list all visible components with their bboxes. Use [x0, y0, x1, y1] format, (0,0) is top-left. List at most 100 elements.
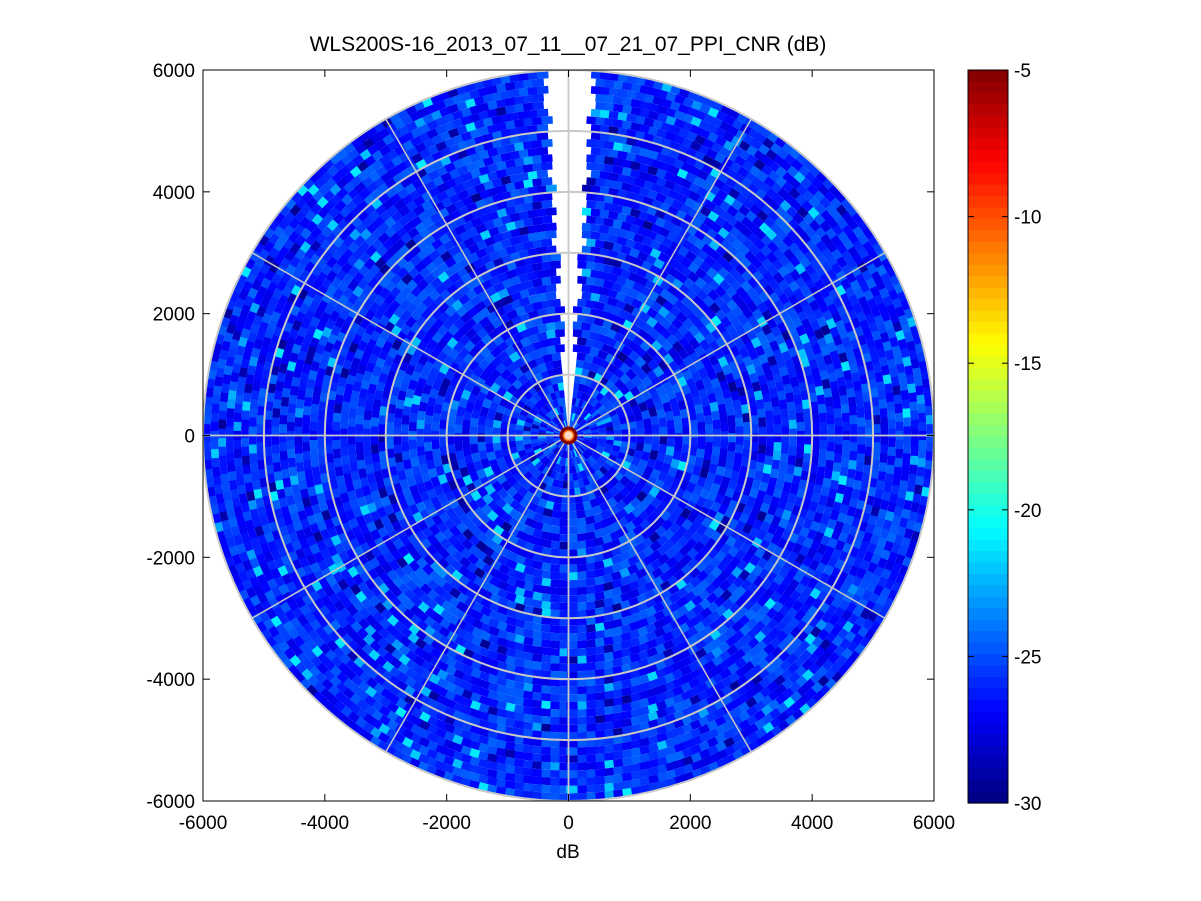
cnr-cell — [416, 445, 426, 456]
cnr-cell — [570, 442, 574, 451]
cnr-cell — [483, 465, 494, 478]
cnr-cell — [393, 443, 402, 454]
cnr-cell — [402, 458, 412, 470]
cnr-cell — [548, 647, 560, 657]
cnr-cell — [588, 407, 597, 416]
cnr-cell — [576, 617, 587, 626]
cnr-cell — [601, 412, 611, 421]
cnr-cell — [584, 393, 592, 403]
cnr-cell — [691, 371, 703, 384]
cnr-cell — [593, 653, 605, 663]
cnr-cell — [519, 408, 530, 417]
cnr-cell — [332, 429, 341, 441]
cnr-cell — [540, 444, 549, 451]
cnr-cell — [539, 654, 551, 664]
cnr-cell — [715, 394, 726, 407]
cnr-cell — [513, 357, 526, 369]
cnr-cell — [545, 329, 557, 339]
cnr-cell — [595, 201, 607, 211]
cnr-cell — [541, 276, 553, 286]
cnr-cell — [694, 379, 706, 392]
cnr-cell — [530, 668, 543, 678]
cnr-cell — [616, 228, 629, 239]
cnr-cell — [531, 404, 541, 414]
cnr-cell — [540, 554, 552, 564]
cnr-cell — [410, 456, 420, 468]
cnr-cell — [576, 517, 587, 527]
cnr-cell — [546, 384, 555, 394]
cnr-cell — [476, 390, 487, 403]
cnr-cell — [763, 401, 773, 413]
cnr-cell — [581, 322, 592, 332]
cnr-cell — [541, 116, 553, 125]
cnr-cell — [627, 613, 640, 624]
cnr-cell — [603, 240, 616, 251]
cnr-cell — [616, 508, 629, 520]
cnr-cell — [757, 374, 768, 387]
cnr-cell — [431, 438, 440, 450]
cnr-cell — [532, 469, 542, 479]
cnr-cell — [375, 380, 386, 392]
cnr-cell — [553, 446, 560, 454]
cnr-cell — [563, 420, 567, 429]
cnr-cell — [541, 192, 553, 201]
cnr-cell — [703, 450, 713, 462]
cnr-cell — [579, 486, 588, 496]
cnr-cell — [467, 392, 478, 405]
cnr-cell — [656, 408, 666, 420]
cnr-cell — [613, 429, 622, 436]
cnr-cell — [523, 517, 536, 528]
cnr-cell — [657, 373, 670, 386]
cnr-cell — [576, 602, 587, 611]
cnr-cell — [425, 458, 436, 470]
cnr-cell — [655, 384, 667, 397]
cnr-cell — [567, 572, 578, 581]
cnr-cell — [612, 419, 621, 427]
cnr-cell — [546, 345, 557, 355]
cnr-cell — [538, 437, 547, 442]
cnr-cell — [537, 398, 547, 408]
cnr-cell — [616, 526, 629, 538]
cnr-cell — [577, 399, 585, 408]
cnr-cell — [766, 428, 775, 440]
cnr-cell — [542, 417, 551, 425]
cnr-cell — [404, 466, 414, 479]
cnr-cell — [537, 453, 546, 461]
cnr-cell — [601, 525, 613, 537]
cnr-cell — [395, 460, 405, 472]
cnr-cell — [750, 415, 759, 426]
cnr-cell — [796, 439, 805, 451]
cnr-cell — [577, 275, 588, 285]
cnr-cell — [587, 395, 596, 405]
cnr-cell — [486, 450, 497, 462]
cnr-cell — [531, 606, 543, 617]
cnr-cell — [541, 515, 552, 526]
cnr-cell — [541, 215, 553, 224]
cnr-cell — [610, 571, 622, 582]
cnr-cell — [616, 236, 629, 247]
cnr-cell — [589, 498, 600, 509]
cnr-cell — [602, 581, 614, 592]
cnr-cell — [527, 270, 540, 281]
cnr-cell — [558, 587, 569, 596]
cnr-cell — [605, 404, 615, 413]
cnr-cell — [386, 411, 395, 423]
cnr-cell — [696, 476, 707, 489]
cnr-cell — [502, 302, 515, 314]
cnr-cell — [592, 520, 605, 531]
cnr-cell — [525, 399, 535, 409]
cnr-cell — [549, 470, 557, 479]
cnr-cell — [541, 299, 553, 309]
cnr-cell — [728, 433, 736, 444]
cnr-cell — [663, 454, 674, 466]
cnr-cell — [507, 428, 516, 436]
cnr-cell — [561, 488, 569, 497]
cnr-cell — [590, 437, 599, 442]
cnr-cell — [575, 437, 584, 441]
cnr-cell — [694, 403, 704, 415]
cnr-cell — [536, 223, 548, 233]
cnr-cell — [640, 409, 651, 421]
cnr-cell — [515, 424, 524, 431]
cnr-cell — [604, 443, 614, 450]
cnr-cell — [574, 464, 581, 473]
